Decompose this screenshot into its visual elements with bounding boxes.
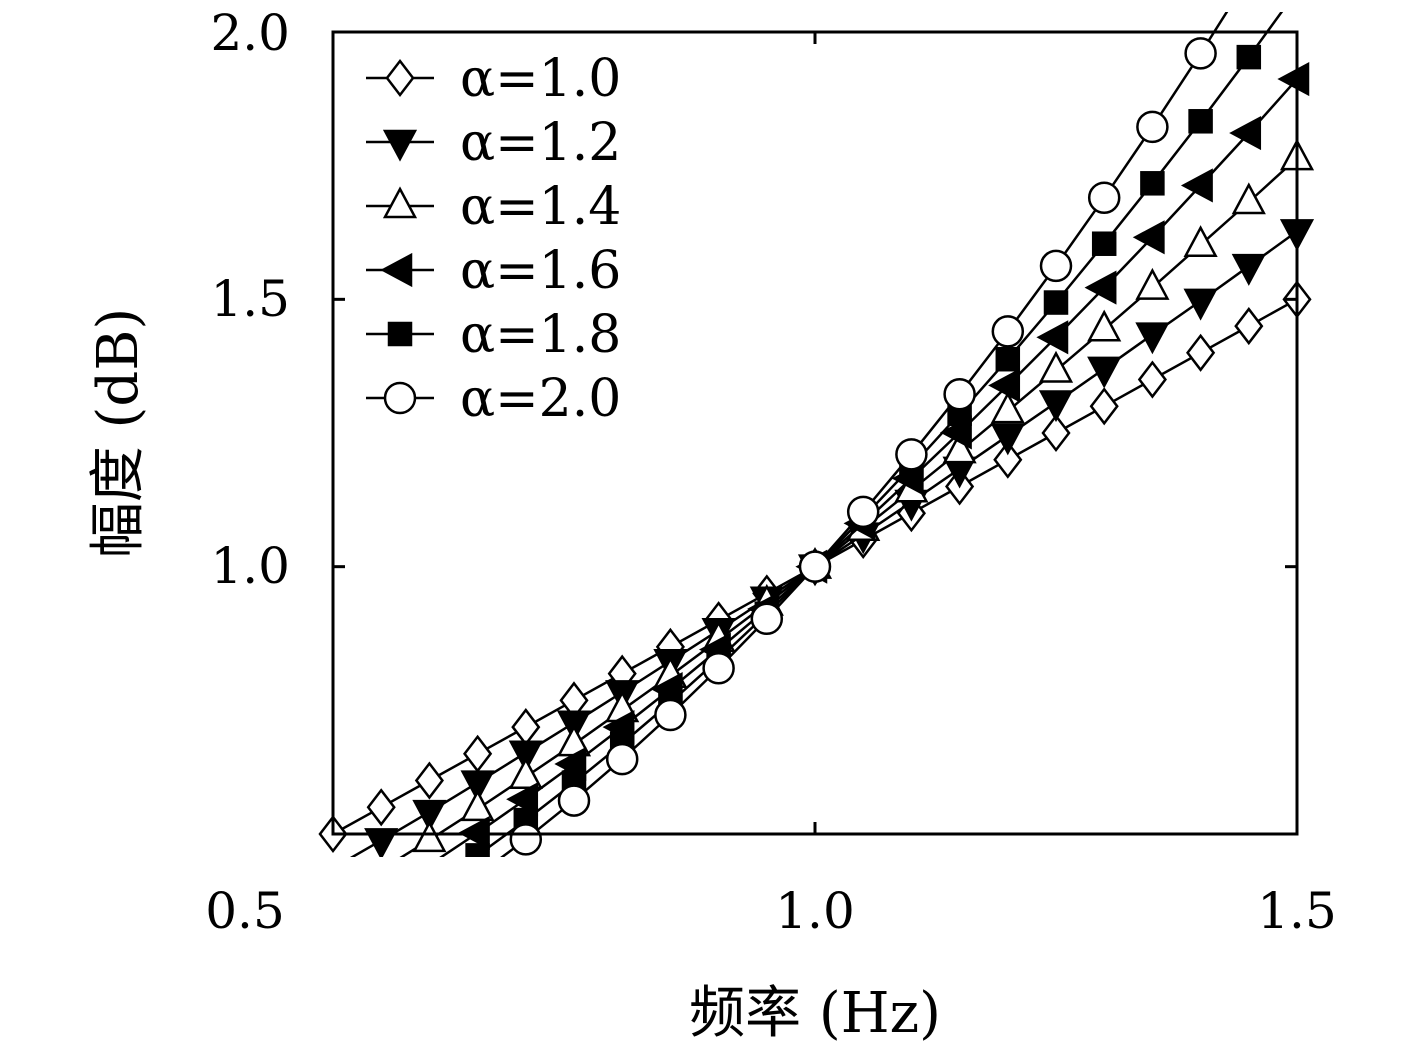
x-tick-label-1: 1.0 [775,882,855,940]
series-5-point [654,698,687,732]
legend-item-2: α=1.4 [366,177,621,237]
legend-item-5: α=2.0 [366,369,621,429]
legend-marker [385,58,415,98]
series-0-point [1186,333,1216,372]
series-5-point [846,495,880,529]
legend-label: α=2.0 [460,369,621,429]
series-4-point [1043,290,1069,315]
series-0-point [993,440,1023,479]
legend-label: α=1.0 [460,49,621,109]
y-axis-label: 幅度 (dB) [86,308,151,559]
series-4-point [1140,171,1165,196]
series-layer [318,12,1315,857]
x-tick-label-2: 1.5 [1257,882,1337,940]
series-3-point [988,368,1021,403]
series-5-point [509,823,543,856]
series-5-point [1184,37,1217,70]
series-1-point [508,740,543,773]
series-2-point [942,431,977,464]
series-0-point [1041,413,1071,453]
legend-label: α=1.6 [460,241,621,301]
legend-marker [382,186,418,219]
series-3-point [1084,270,1117,305]
series-3-point [1132,220,1165,255]
series-5-point [991,315,1025,348]
series-2-point [990,391,1025,424]
series-4-point [995,346,1021,372]
legend-label: α=1.8 [460,305,621,365]
series-5-point [1087,181,1121,214]
series-4-point [1188,109,1213,134]
series-5-point [798,550,832,583]
series-2-point [460,789,495,822]
series-3-point [1036,320,1069,355]
series-2-point [1135,267,1170,300]
series-1-point [1038,390,1074,423]
series-5-point [702,652,735,685]
series-5 [500,12,1229,857]
series-1-point [460,770,495,803]
series-2-point [508,757,543,790]
series-1-point [412,799,447,832]
legend-item-0: α=1.0 [366,49,621,109]
y-tick-label-0: 1.0 [210,537,290,595]
series-4-point [465,843,490,857]
series-5-point [605,742,639,776]
x-axis-label: 频率 (Hz) [689,981,941,1046]
series-0-point [366,788,396,827]
series-4-point [1236,44,1262,70]
series-3-point [1277,61,1310,97]
legend-label: α=1.2 [460,113,621,173]
series-2-point [1183,225,1218,258]
series-5-point [1039,249,1073,283]
legend-marker [387,321,413,347]
y-tick-label-1: 1.5 [210,270,290,328]
series-4-point [1091,231,1117,256]
legend-marker [380,252,413,288]
series-1-point [1087,356,1122,389]
series-2-point [412,820,447,853]
series-0-point [511,708,541,747]
series-3-point [506,782,539,817]
series-1-point [1231,253,1266,286]
series-5-point [895,438,928,471]
ticks-layer [331,30,1299,834]
series-0-point [463,734,493,773]
legend-item-1: α=1.2 [366,113,621,173]
series-3-point [1180,168,1213,203]
legend-marker [383,381,417,415]
legend-item-3: α=1.6 [366,241,621,301]
series-0-point [1137,360,1167,399]
series-5-point [943,377,976,411]
legend-item-4: α=1.8 [366,305,621,365]
series-2-point [1231,182,1266,215]
legend: α=1.0α=1.2α=1.4α=1.6α=1.8α=2.0 [366,49,621,429]
series-1-point [1183,288,1218,321]
series-0-point [414,761,444,800]
series-3-point [1229,115,1262,151]
series-5-point [557,784,591,817]
legend-marker [382,129,418,162]
series-5-point [1136,110,1169,144]
series-1-point [364,828,399,857]
x-tick-label-0: 0.5 [205,882,285,940]
series-1-point [990,423,1025,456]
series-0-point [1089,387,1119,426]
y-tick-label-2: 2.0 [210,4,290,62]
series-1-point [1135,322,1170,355]
legend-label: α=1.4 [460,177,621,237]
series-5-point [750,602,784,636]
series-0-point [1234,307,1264,346]
series-2-point [1087,309,1122,342]
series-2-point [1038,350,1074,383]
